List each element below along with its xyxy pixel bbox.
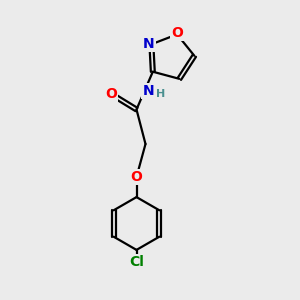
- Text: N: N: [142, 84, 154, 98]
- Text: O: O: [130, 170, 142, 184]
- Text: O: O: [171, 26, 183, 40]
- Text: H: H: [156, 89, 165, 99]
- Text: N: N: [143, 37, 155, 51]
- Text: O: O: [105, 87, 117, 101]
- Text: Cl: Cl: [129, 256, 144, 269]
